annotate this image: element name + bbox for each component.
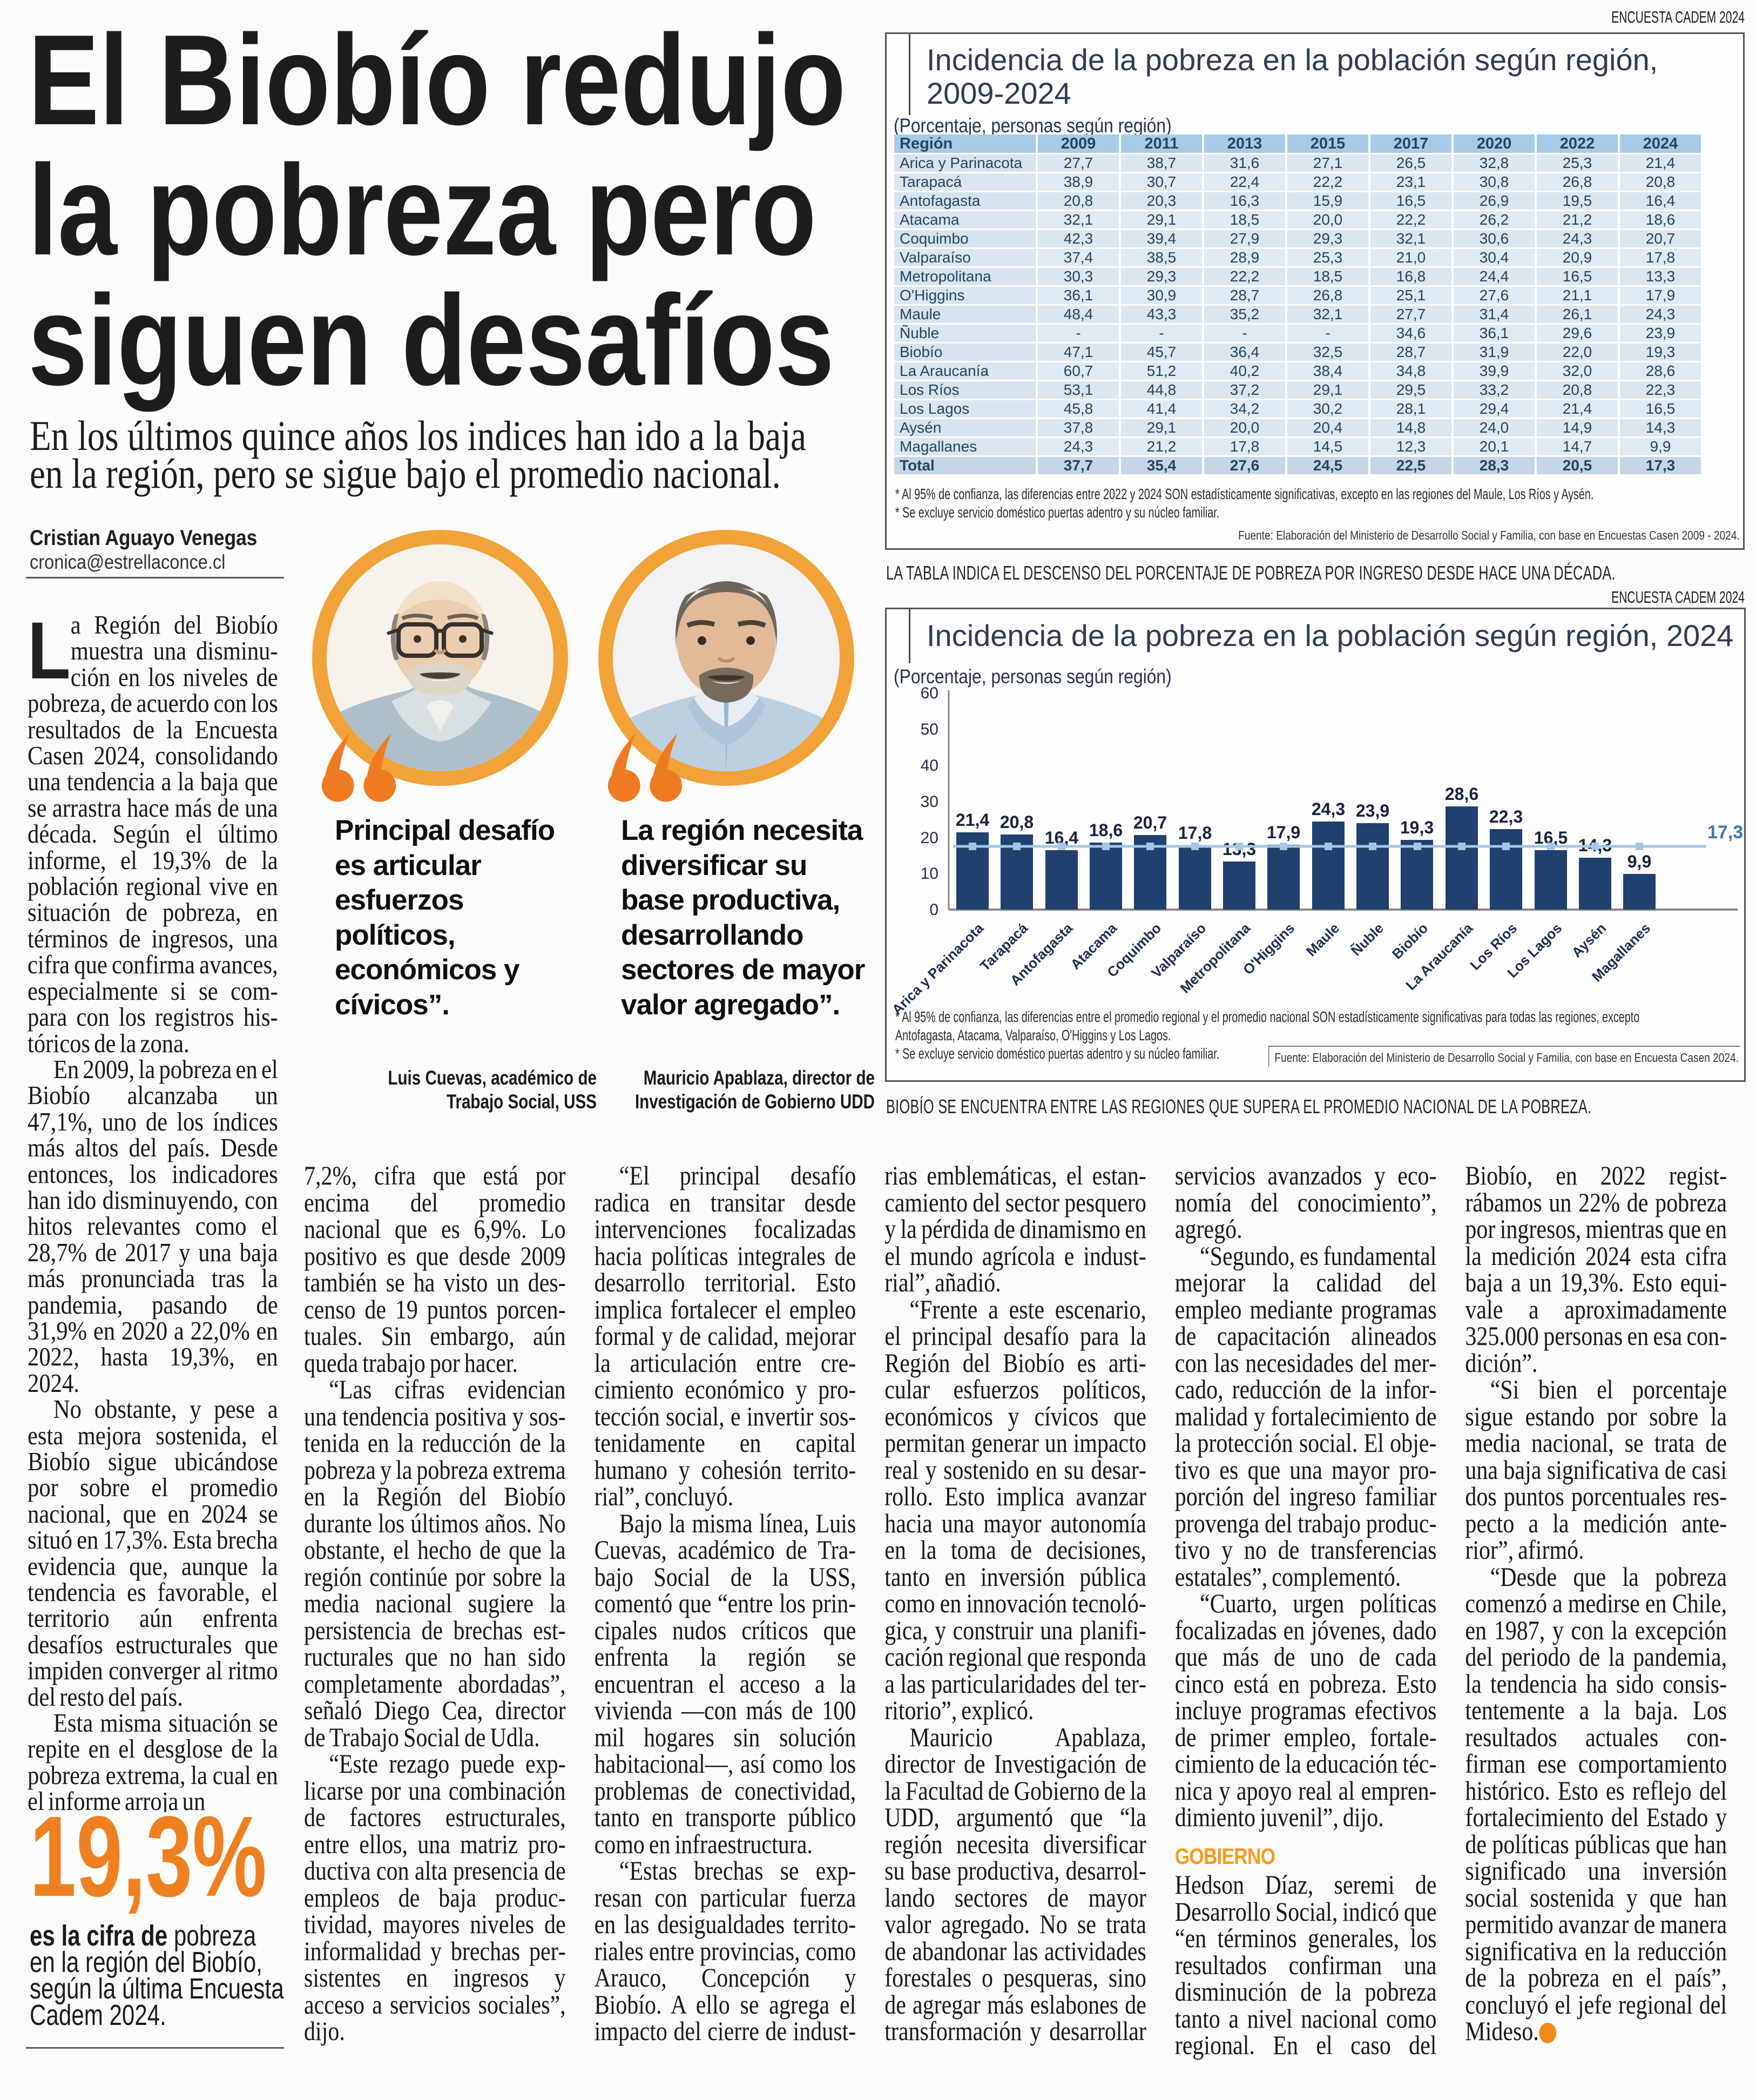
svg-text:18,6: 18,6	[1089, 820, 1123, 840]
svg-text:28,6: 28,6	[1445, 784, 1478, 804]
svg-text:20: 20	[921, 829, 938, 847]
svg-text:10: 10	[921, 865, 938, 883]
svg-text:9,9: 9,9	[1627, 852, 1651, 871]
svg-text:17,8: 17,8	[1178, 823, 1212, 843]
svg-text:Ñuble: Ñuble	[1348, 920, 1387, 959]
svg-text:30: 30	[921, 793, 938, 811]
svg-text:19,3: 19,3	[1400, 818, 1434, 837]
svg-text:17,3: 17,3	[1707, 822, 1743, 843]
svg-text:22,3: 22,3	[1489, 807, 1523, 826]
svg-text:21,4: 21,4	[956, 810, 989, 830]
svg-text:0: 0	[929, 901, 938, 919]
svg-text:20,7: 20,7	[1133, 813, 1167, 832]
svg-text:Aysén: Aysén	[1569, 920, 1610, 961]
svg-text:50: 50	[921, 721, 938, 738]
svg-text:60: 60	[921, 684, 938, 702]
svg-text:23,9: 23,9	[1356, 801, 1389, 820]
svg-text:40: 40	[921, 757, 938, 775]
svg-text:24,3: 24,3	[1312, 799, 1345, 819]
svg-text:17,9: 17,9	[1267, 823, 1300, 842]
svg-text:20,8: 20,8	[1000, 812, 1034, 832]
svg-text:Biobío: Biobío	[1389, 920, 1431, 962]
svg-text:Arica y Parinacota: Arica y Parinacota	[889, 920, 987, 1018]
svg-text:Maule: Maule	[1303, 920, 1342, 959]
